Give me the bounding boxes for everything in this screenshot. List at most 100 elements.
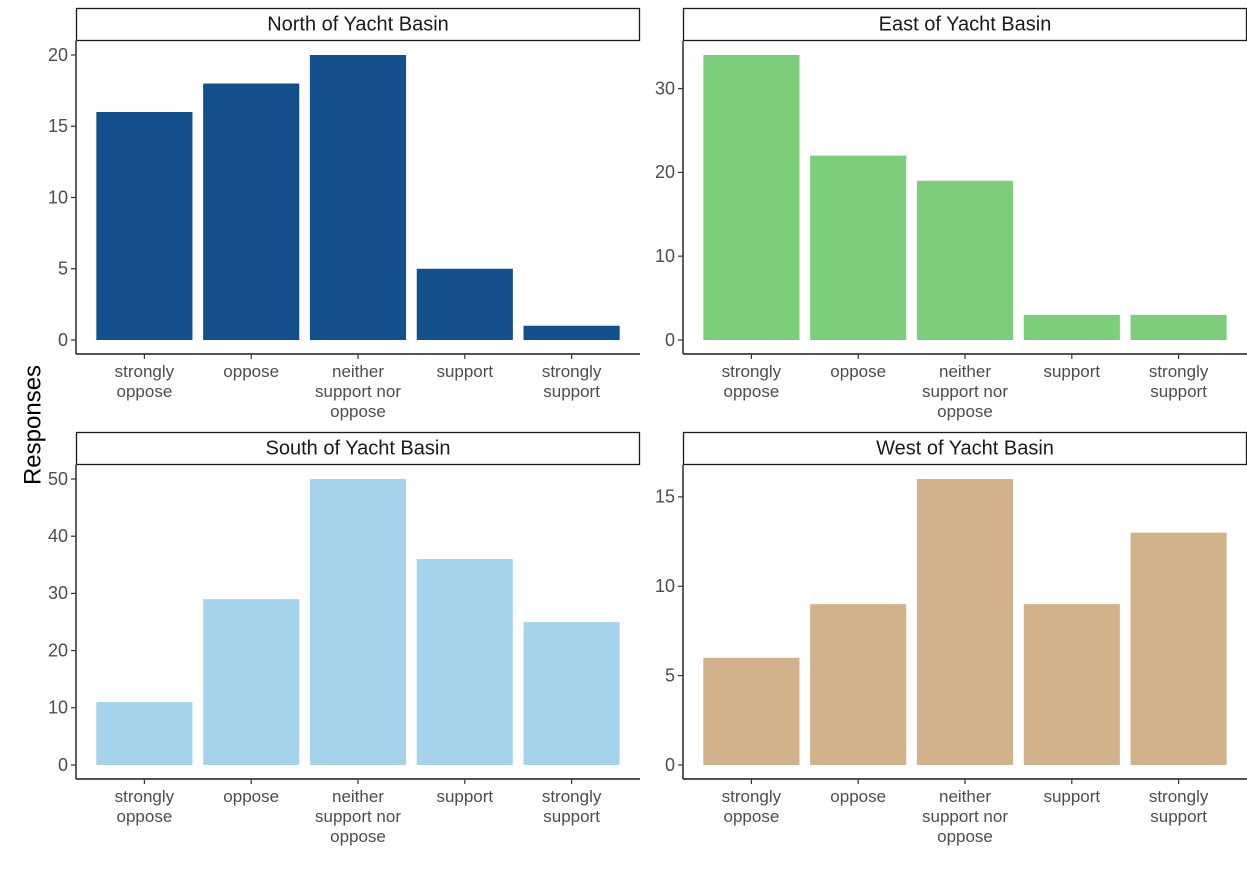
x-tick-label-line: support	[436, 787, 493, 806]
panel-north-y-tick-label-0: 0	[58, 330, 68, 350]
panel-west-y-tick-label-1: 5	[665, 665, 675, 685]
x-tick-label-line: support nor	[922, 807, 1008, 826]
panel-west-x-tick-label-1: oppose	[830, 787, 886, 806]
panel-north-x-tick-label-1: oppose	[223, 362, 279, 381]
panel-east-y-tick-label-1: 10	[655, 246, 675, 266]
x-tick-label-line: oppose	[330, 827, 386, 846]
panel-north-bar-3	[416, 268, 513, 340]
x-tick-label-line: oppose	[223, 362, 279, 381]
x-tick-label-line: strongly	[115, 362, 175, 381]
x-tick-label-line: support nor	[922, 382, 1008, 401]
panel-north-bar-1	[203, 83, 300, 340]
x-tick-label-line: support	[1043, 362, 1100, 381]
x-tick-label-line: neither	[332, 362, 384, 381]
panel-north-y-tick-label-3: 15	[48, 116, 68, 136]
panel-north-y-tick-label-2: 10	[48, 187, 68, 207]
panel-west-x-tick-label-4: strongly support	[1149, 787, 1209, 826]
panel-west-x-tick-label-2: neither support nor oppose	[922, 787, 1008, 846]
panel-south-y-tick-label-1: 10	[48, 698, 68, 718]
x-tick-label-line: support	[436, 362, 493, 381]
x-tick-label-line: oppose	[724, 382, 780, 401]
panel-south-bar-0	[96, 702, 193, 765]
panel-south-y-tick-label-3: 30	[48, 583, 68, 603]
panel-south-x-tick-label-3: support	[436, 787, 493, 806]
panel-east-y-tick-label-3: 30	[655, 78, 675, 98]
panel-south-bar-3	[416, 559, 513, 765]
panel-south-title: South of Yacht Basin	[266, 437, 451, 459]
panel-north-x-tick-label-2: neither support nor oppose	[315, 362, 401, 421]
panel-west-bar-4	[1130, 532, 1227, 765]
panel-east-bar-3	[1023, 314, 1120, 340]
x-tick-label-line: oppose	[937, 827, 993, 846]
x-tick-label-line: strongly	[722, 362, 782, 381]
x-tick-label-line: oppose	[223, 787, 279, 806]
x-tick-label-line: oppose	[937, 402, 993, 421]
panel-east-bar-2	[916, 180, 1014, 340]
panel-east-y-tick-label-0: 0	[665, 330, 675, 350]
panel-west-y-tick-label-2: 10	[655, 576, 675, 596]
panel-south-bar-1	[203, 599, 300, 765]
x-tick-label-line: oppose	[117, 382, 173, 401]
panel-south-y-tick-label-2: 20	[48, 640, 68, 660]
panel-east-title: East of Yacht Basin	[879, 13, 1052, 35]
x-tick-label-line: oppose	[330, 402, 386, 421]
panel-east-x-tick-label-2: neither support nor oppose	[922, 362, 1008, 421]
panel-south-bar-4	[523, 622, 620, 765]
panel-east-bar-0	[703, 55, 800, 340]
x-tick-label-line: oppose	[830, 362, 886, 381]
panel-east-x-tick-label-3: support	[1043, 362, 1100, 381]
panel-north-bar-0	[96, 112, 193, 340]
panel-west-bar-0	[703, 657, 800, 765]
x-tick-label-line: support nor	[315, 807, 401, 826]
x-tick-label-line: strongly	[1149, 787, 1209, 806]
x-tick-label-line: oppose	[117, 807, 173, 826]
panel-south-x-tick-label-0: strongly oppose	[115, 787, 175, 826]
panel-east-x-tick-label-0: strongly oppose	[722, 362, 782, 401]
x-tick-label-line: strongly	[722, 787, 782, 806]
x-tick-label-line: support	[543, 807, 600, 826]
panel-south-x-tick-label-2: neither support nor oppose	[315, 787, 401, 846]
x-tick-label-line: strongly	[115, 787, 175, 806]
panel-east-strip	[682, 7, 1247, 42]
x-tick-label-line: strongly	[542, 362, 602, 381]
panel-west-x-tick-label-3: support	[1043, 787, 1100, 806]
panel-north-x-tick-label-3: support	[436, 362, 493, 381]
panel-north-bar-2	[309, 55, 407, 340]
panel-south-bar-2	[309, 479, 407, 765]
x-tick-label-line: neither	[939, 787, 991, 806]
panel-south-y-tick-label-5: 50	[48, 469, 68, 489]
panel-east-x-tick-label-4: strongly support	[1149, 362, 1209, 401]
panel-west-y-tick-label-3: 15	[655, 487, 675, 507]
panel-west-bar-3	[1023, 604, 1120, 765]
panel-north-bar-4	[523, 325, 620, 340]
x-tick-label-line: support	[543, 382, 600, 401]
x-tick-label-line: strongly	[1149, 362, 1209, 381]
panel-south-y-tick-label-4: 40	[48, 526, 68, 546]
panel-west-y-tick-label-0: 0	[665, 755, 675, 775]
x-tick-label-line: oppose	[830, 787, 886, 806]
x-tick-label-line: support nor	[315, 382, 401, 401]
panel-north-y-tick-label-4: 20	[48, 45, 68, 65]
panel-north-strip	[75, 7, 641, 42]
panel-west-bar-1	[810, 604, 907, 765]
panel-east-y-tick-label-2: 20	[655, 162, 675, 182]
x-tick-label-line: support	[1150, 807, 1207, 826]
y-axis-label: Responses	[19, 365, 46, 485]
panel-north-title: North of Yacht Basin	[267, 13, 449, 35]
panel-west-title: West of Yacht Basin	[876, 437, 1054, 459]
x-tick-label-line: oppose	[724, 807, 780, 826]
panel-east-bar-4	[1130, 314, 1227, 340]
x-tick-label-line: support	[1150, 382, 1207, 401]
panel-west-bar-2	[916, 479, 1014, 765]
x-tick-label-line: neither	[332, 787, 384, 806]
panel-west-x-tick-label-0: strongly oppose	[722, 787, 782, 826]
x-tick-label-line: neither	[939, 362, 991, 381]
panel-east-x-tick-label-1: oppose	[830, 362, 886, 381]
panel-south-y-tick-label-0: 0	[58, 755, 68, 775]
panel-east-bar-1	[810, 155, 907, 340]
